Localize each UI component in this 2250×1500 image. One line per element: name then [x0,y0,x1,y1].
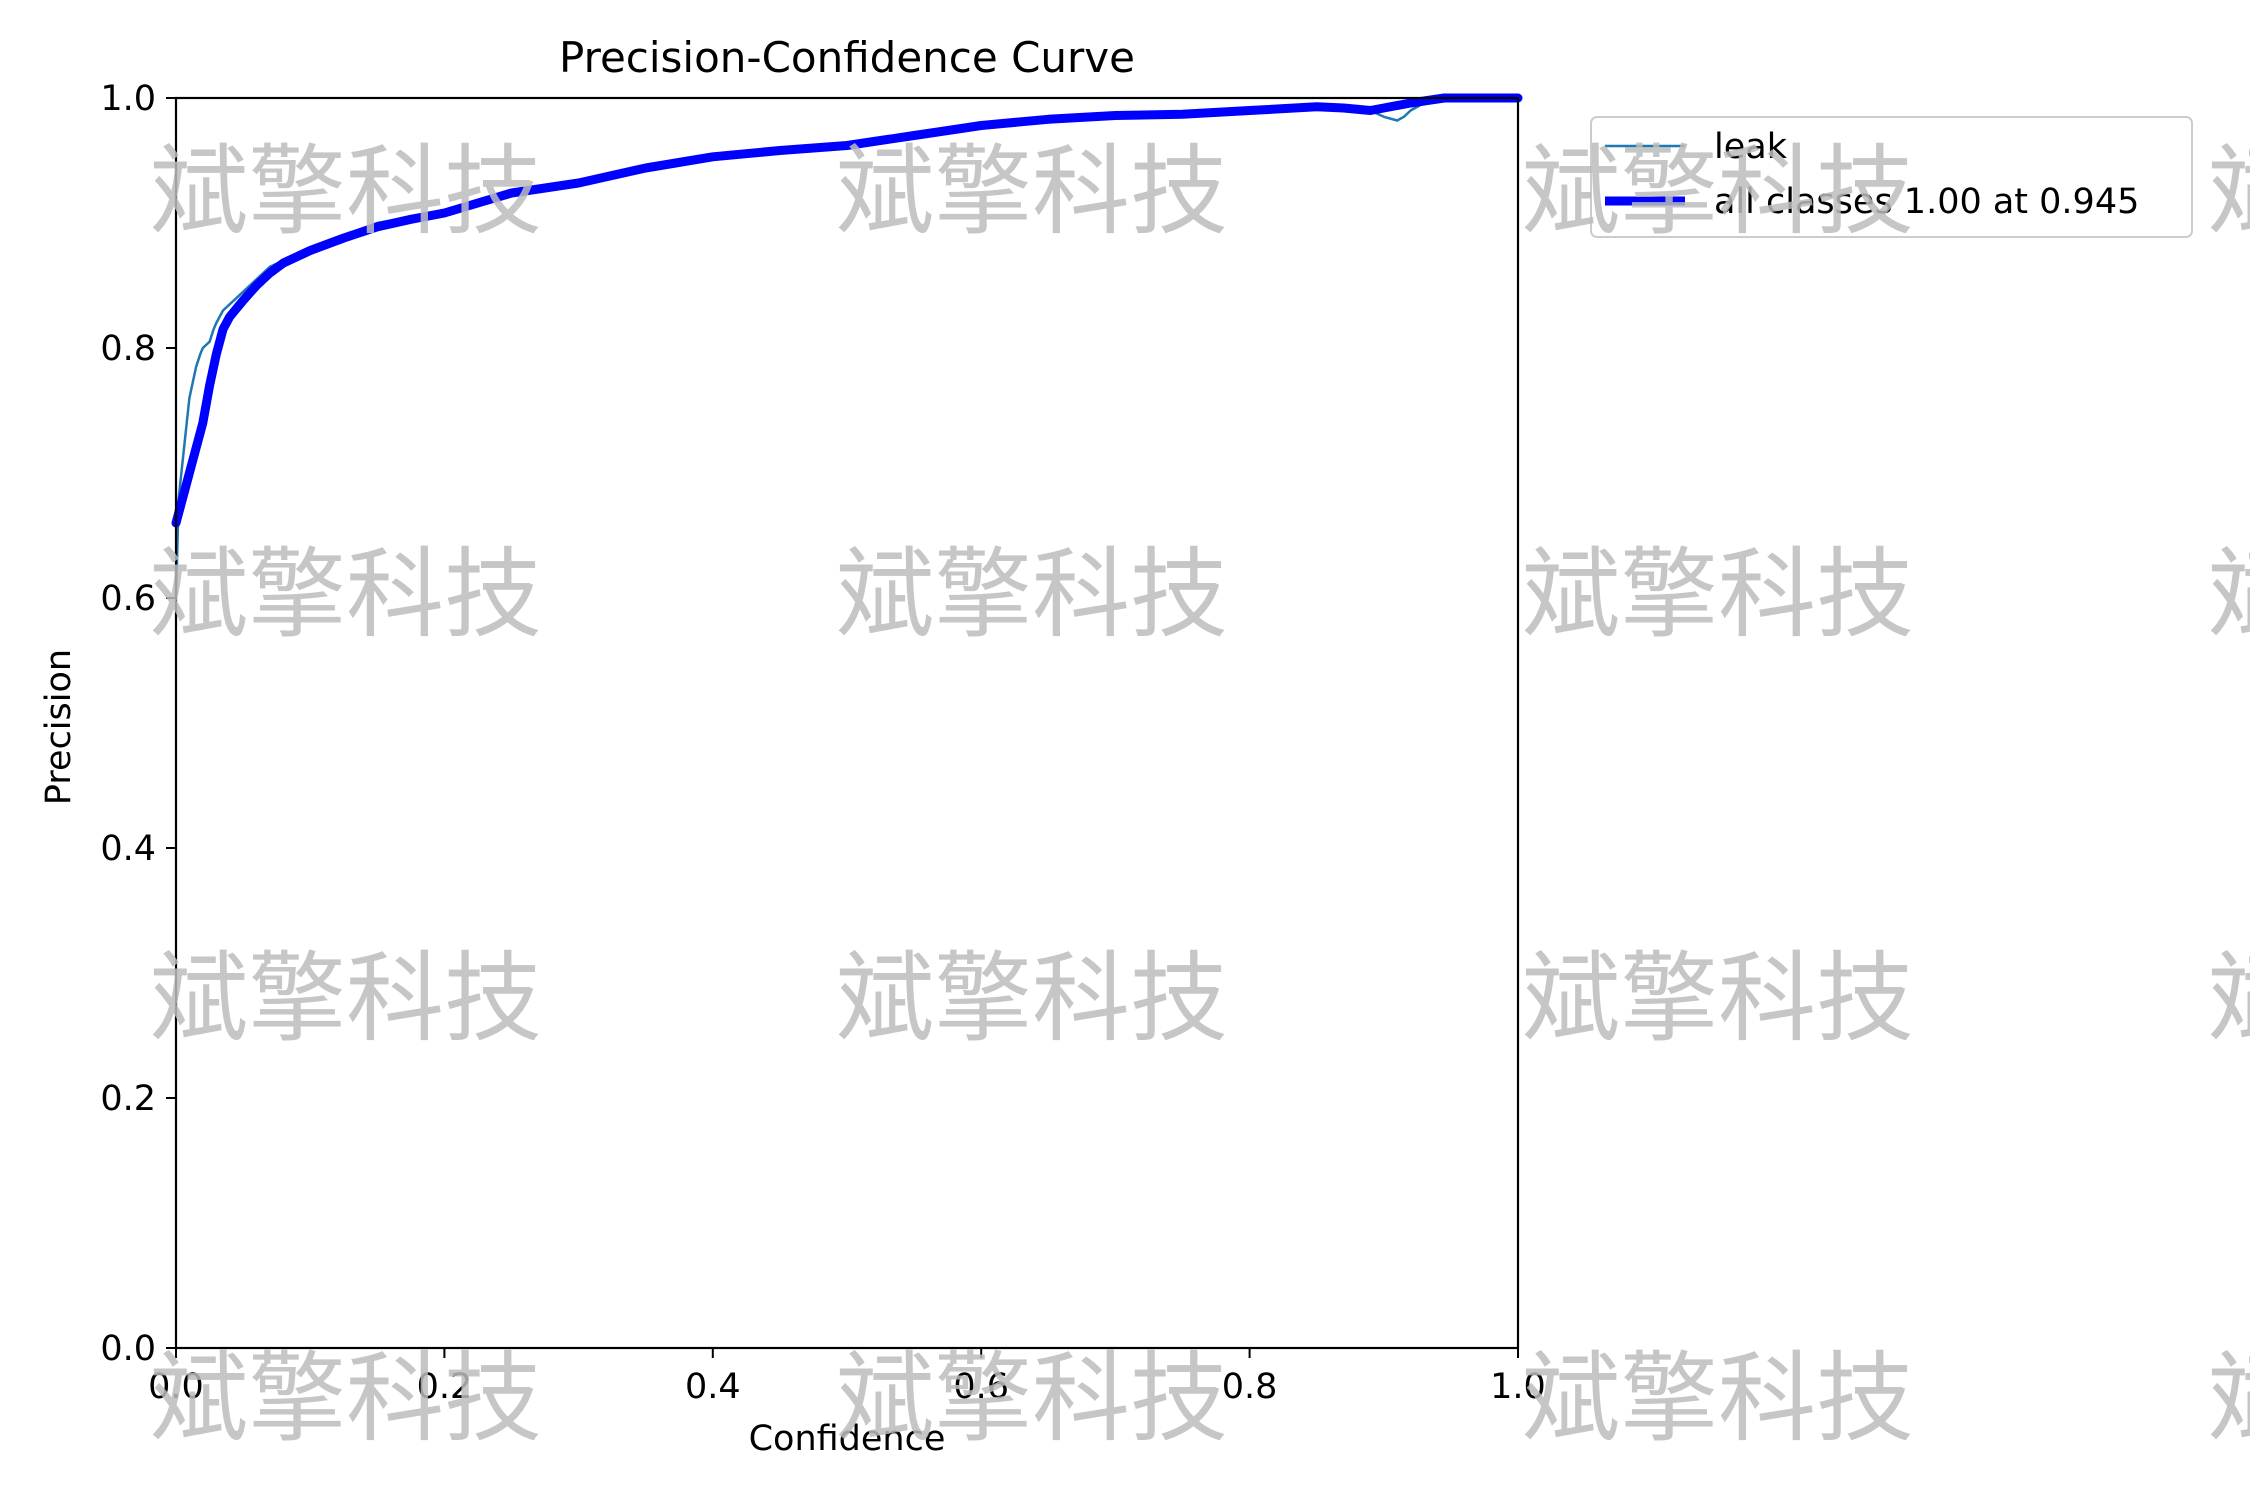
watermark-text: 斌擎科技 [2208,538,2250,652]
axes-layer: 0.0 0.2 0.4 0.6 0.8 1.0 0.0 0.2 0.4 0.6 0.8 1.0 [100,79,1546,1407]
plot-layer [171,93,1523,600]
x-tick-label: 0.6 [953,1367,1009,1407]
plot-frame [174,96,1520,1350]
x-tick-label: 1.0 [1490,1367,1546,1407]
y-tick-label: 0.2 [100,1079,156,1119]
y-axis-label: Precision [39,649,79,805]
x-axis-label: Confidence [749,1419,946,1459]
watermark-text: 斌擎科技 [836,135,1228,249]
watermark-text: 斌擎科技 [1522,942,1914,1056]
watermark-text: 斌擎科技 [150,1342,542,1456]
series-line-all-classes-1-00-at-0-945 [171,93,1523,528]
y-tick-label: 0.4 [100,829,156,869]
watermark-text: 斌擎科技 [836,538,1228,652]
watermark-text: 斌擎科技 [150,538,542,652]
legend: leak all classes 1.00 at 0.945 [1590,116,2193,238]
x-tick-label: 0.2 [417,1367,473,1407]
watermark-text: 斌擎科技 [1522,135,1914,249]
y-tick-label: 0.0 [100,1329,156,1369]
y-tick-label: 0.6 [100,579,156,619]
chart-title: Precision-Confidence Curve [559,33,1135,82]
y-tick-label: 1.0 [100,79,156,119]
watermark-text: 斌擎科技 [1522,1342,1914,1456]
legend-box [1590,116,2193,238]
watermark-text: 斌擎科技 [1522,538,1914,652]
watermark-text: 斌擎科技 [836,942,1228,1056]
watermark-text: 斌擎科技 [2208,1342,2250,1456]
x-tick-label: 0.4 [685,1367,741,1407]
watermark-text: 斌擎科技 [150,942,542,1056]
watermark-text: 斌擎科技 [2208,135,2250,249]
x-tick-label: 0.8 [1222,1367,1278,1407]
watermark-text: 斌擎科技 [836,1342,1228,1456]
watermark-text: 斌擎科技 [150,135,542,249]
x-tick-label: 0.0 [148,1367,204,1407]
legend-label-all-classes: all classes 1.00 at 0.945 [1714,182,2139,222]
watermark-text: 斌擎科技 [2208,942,2250,1056]
legend-label-leak: leak [1714,127,1788,167]
y-tick-label: 0.8 [100,329,156,369]
